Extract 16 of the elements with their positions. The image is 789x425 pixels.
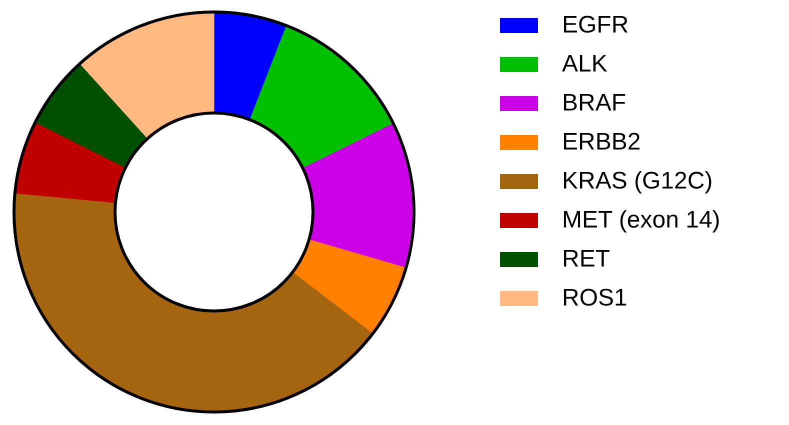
donut-slice [292, 239, 406, 334]
donut-slice [14, 192, 374, 412]
legend-label: BRAF [562, 90, 626, 116]
donut-slice [34, 63, 148, 168]
donut-slice [14, 122, 126, 203]
legend-label: EGFR [562, 12, 629, 38]
legend-label: MET (exon 14) [562, 206, 720, 234]
legend-label: RET [562, 246, 610, 272]
legend-label: ALK [562, 50, 608, 78]
legend-label: KRAS (G12C) [562, 168, 713, 194]
legend-label: ERBB2 [562, 128, 641, 156]
legend-label: ROS1 [562, 284, 628, 312]
donut-slice [250, 25, 394, 168]
donut-slice [80, 12, 214, 139]
donut-slice [302, 123, 414, 268]
donut-slice [214, 12, 287, 120]
